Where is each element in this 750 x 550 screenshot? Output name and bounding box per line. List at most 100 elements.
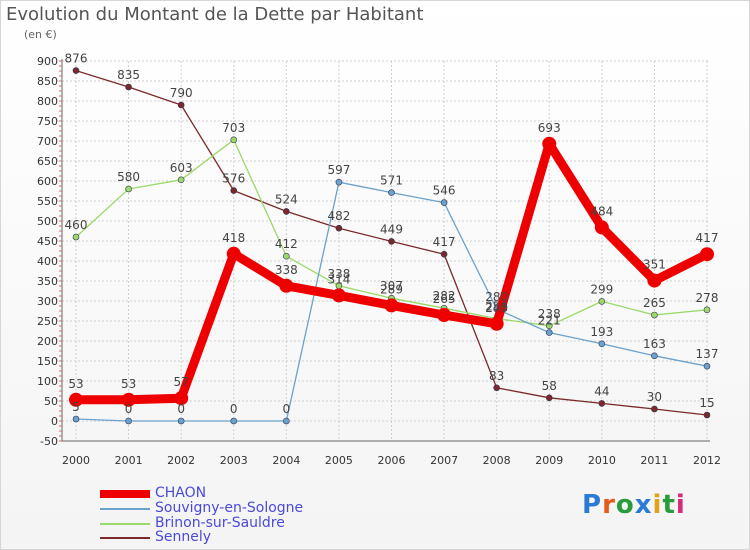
data-label: 693	[538, 121, 561, 135]
grid-layer	[62, 60, 710, 442]
data-label: 0	[283, 402, 291, 416]
data-point	[177, 176, 185, 184]
data-label: 484	[590, 204, 613, 218]
data-point	[230, 417, 238, 425]
data-label: 193	[590, 325, 613, 339]
y-tick-label: 350	[37, 275, 58, 288]
data-point	[174, 391, 189, 406]
data-point	[703, 362, 711, 370]
data-label: 790	[170, 86, 193, 100]
data-label: 703	[222, 121, 245, 135]
data-label: 256	[485, 300, 508, 314]
data-label: 524	[275, 192, 298, 206]
data-label: 289	[380, 282, 403, 296]
data-label: 580	[117, 170, 140, 184]
data-point	[651, 405, 658, 413]
data-label: 265	[433, 292, 456, 306]
data-label: 876	[65, 52, 88, 66]
data-label: 221	[538, 314, 561, 328]
x-tick-label: 2005	[325, 454, 353, 467]
data-point	[651, 311, 658, 319]
x-tick-label: 2004	[272, 454, 300, 467]
series-layer	[69, 67, 714, 425]
data-label: 576	[222, 172, 245, 186]
y-tick-label: 400	[37, 255, 58, 268]
y-tick-label: 500	[37, 215, 58, 228]
data-label: 0	[230, 402, 238, 416]
y-tick-label: 450	[37, 235, 58, 248]
data-label: 238	[538, 307, 561, 321]
data-point	[594, 220, 609, 235]
legend-label-brinon: Brinon-sur-Sauldre	[155, 515, 285, 531]
x-tick-label: 2001	[115, 454, 143, 467]
y-tick-label: 900	[37, 55, 58, 68]
data-label: 412	[275, 237, 298, 251]
data-point	[72, 233, 80, 241]
data-point	[703, 411, 711, 419]
data-point	[440, 250, 448, 258]
chart-title: Evolution du Montant de la Dette par Hab…	[6, 4, 424, 25]
data-label: 835	[117, 68, 140, 82]
data-label: 299	[590, 282, 613, 296]
data-point	[542, 136, 557, 151]
data-point	[440, 199, 448, 206]
y-tick-label: 750	[37, 115, 58, 128]
data-label: 83	[489, 369, 504, 383]
y-tick-label: 100	[37, 375, 58, 388]
data-label: 280	[485, 290, 508, 304]
data-label: 338	[327, 267, 350, 281]
data-label: 338	[275, 263, 298, 277]
data-label: 417	[696, 231, 719, 245]
data-label: 0	[177, 402, 185, 416]
data-point	[72, 67, 80, 74]
data-point	[69, 392, 83, 407]
data-point	[489, 316, 504, 331]
y-tick-label: 250	[37, 315, 58, 328]
data-label: 0	[125, 402, 133, 416]
data-label: 351	[643, 258, 666, 272]
data-label: 53	[121, 377, 136, 391]
data-point	[545, 329, 553, 336]
data-label: 30	[647, 390, 662, 404]
x-tick-label: 2012	[693, 454, 721, 467]
legend-label-chaon: CHAON	[155, 485, 207, 501]
data-label: 546	[433, 184, 456, 198]
legend-item-sennely: Sennely	[100, 529, 340, 546]
x-tick-label: 2011	[640, 454, 668, 467]
data-point	[703, 306, 711, 314]
y-tick-label: 800	[37, 95, 58, 108]
data-point	[335, 178, 343, 186]
x-tick-label: 2009	[535, 454, 563, 467]
legend-item-souvigny: Souvigny-en-Sologne	[100, 500, 340, 517]
data-point	[647, 273, 662, 288]
data-label: 314	[327, 272, 350, 286]
legend-label-souvigny: Souvigny-en-Sologne	[155, 500, 304, 516]
data-label: 5	[72, 400, 80, 414]
data-point	[493, 384, 500, 392]
proxiti-logo: Proxiti	[582, 490, 686, 520]
data-label: 418	[222, 231, 245, 245]
y-tick-label: 150	[37, 355, 58, 368]
data-point	[125, 83, 132, 91]
data-label: 265	[643, 296, 666, 310]
data-label: 571	[380, 174, 403, 188]
x-tick-label: 2000	[62, 454, 90, 467]
data-point	[226, 246, 241, 261]
data-point	[545, 394, 553, 402]
data-label: 278	[696, 291, 719, 305]
data-point	[598, 298, 606, 305]
data-label: 307	[380, 279, 403, 293]
data-point	[121, 392, 136, 407]
legend-item-chaon: CHAON	[100, 485, 340, 502]
y-tick-label: 200	[37, 335, 58, 348]
y-tick-label: 300	[37, 295, 58, 308]
data-point	[279, 278, 294, 293]
legend-swatch-souvigny	[100, 508, 150, 510]
legend-swatch-chaon	[100, 490, 150, 498]
data-label: 460	[65, 218, 88, 232]
x-tick-label: 2003	[220, 454, 248, 467]
data-label: 44	[594, 384, 609, 398]
y-tick-label: 50	[44, 395, 58, 408]
data-point	[700, 247, 714, 262]
